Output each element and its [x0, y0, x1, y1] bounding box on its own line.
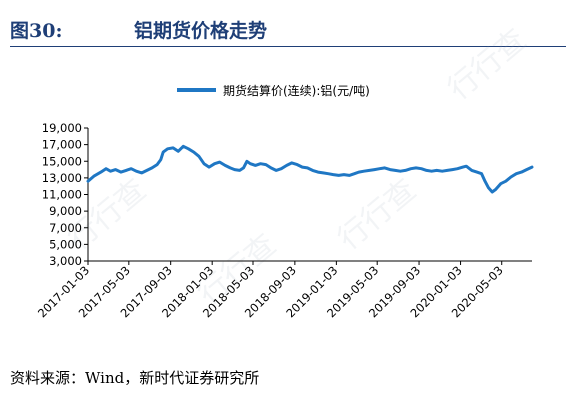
y-tick-label: 9,000	[49, 204, 82, 218]
legend-label: 期货结算价(连续):铝(元/吨)	[223, 83, 370, 98]
line-chart: 期货结算价(连续):铝(元/吨) 3,000 5,000 7,000 9,000 11,…	[35, 83, 534, 320]
figure-number: 图30:	[10, 20, 63, 42]
series-line	[86, 144, 534, 194]
source-note: 资料来源：Wind，新时代证券研究所	[10, 369, 260, 387]
x-axis: 2017-01-032017-05-032017-09-032018-01-03…	[35, 260, 532, 320]
y-tick-label: 13,000	[42, 171, 82, 185]
y-tick-label: 19,000	[42, 121, 82, 135]
y-tick-label: 7,000	[49, 221, 82, 235]
y-tick-label: 17,000	[42, 138, 82, 152]
chart-legend: 期货结算价(连续):铝(元/吨)	[177, 83, 370, 98]
figure-title: 铝期货价格走势	[134, 20, 268, 42]
y-tick-label: 11,000	[42, 188, 82, 202]
figure-header: 图30: 铝期货价格走势	[10, 14, 566, 47]
y-tick-label: 5,000	[49, 237, 82, 251]
y-tick-label: 3,000	[49, 254, 82, 268]
y-tick-label: 15,000	[42, 154, 82, 168]
y-axis: 3,000 5,000 7,000 9,000 11,000 13,000 15,000 17…	[42, 121, 89, 268]
